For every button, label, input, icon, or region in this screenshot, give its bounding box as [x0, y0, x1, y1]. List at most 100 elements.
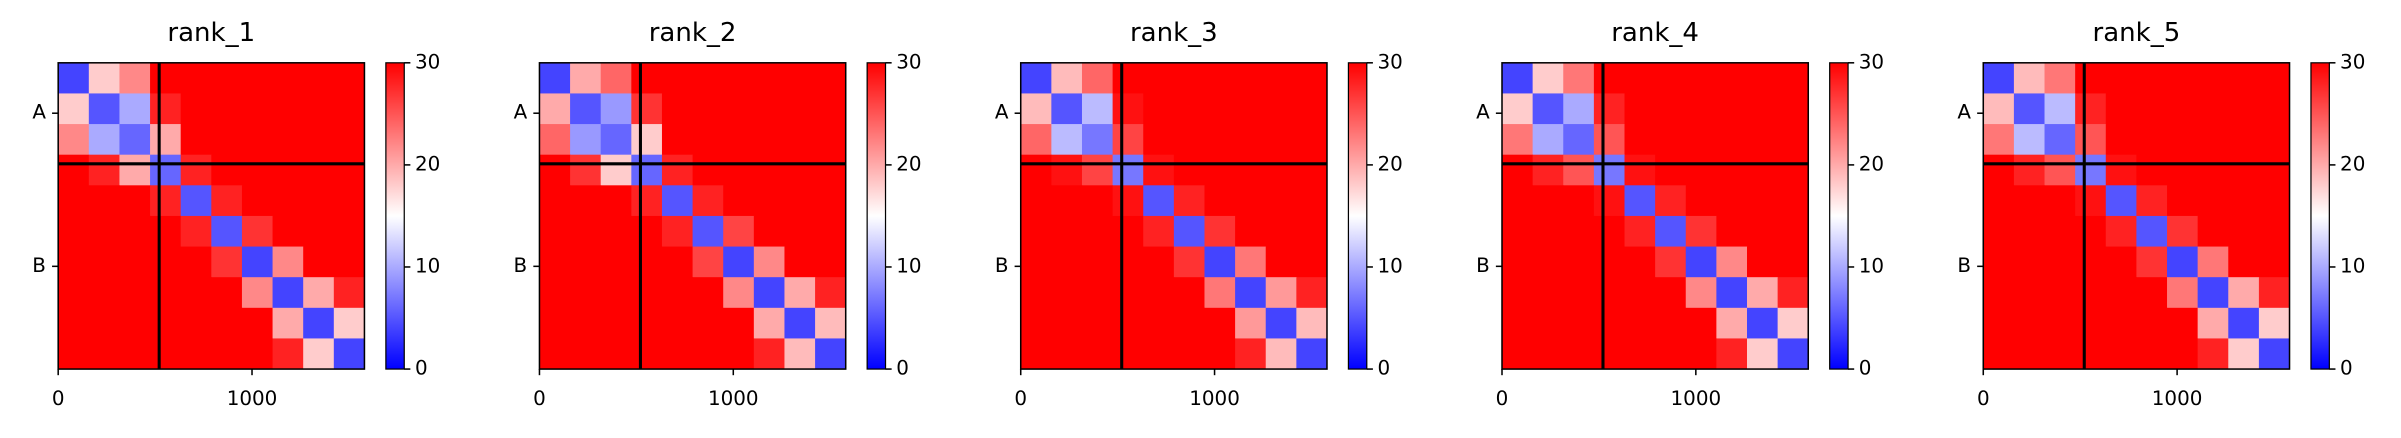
heatmap-cell	[1716, 154, 1748, 186]
heatmap-cell	[2136, 93, 2168, 125]
heatmap-cell	[1624, 62, 1656, 94]
heatmap-cell	[723, 215, 755, 248]
heatmap-cell	[2197, 277, 2229, 309]
colorbar	[2310, 62, 2330, 370]
heatmap-cell	[58, 307, 90, 339]
heatmap-cell	[2075, 62, 2107, 94]
heatmap-cell	[815, 215, 847, 248]
heatmap-cell	[631, 338, 663, 370]
heatmap-cell	[2258, 307, 2290, 339]
heatmap-cell	[1502, 307, 1534, 339]
heatmap-cell	[692, 215, 724, 248]
heatmap-cell	[1265, 154, 1297, 186]
heatmap-cell	[88, 185, 120, 217]
heatmap-cell	[1204, 154, 1236, 186]
heatmap-cell	[1051, 246, 1083, 278]
heatmap-cell	[1502, 185, 1534, 217]
heatmap-cell	[1204, 246, 1236, 278]
heatmap-cell	[2075, 154, 2107, 186]
heatmap-cell	[2075, 185, 2107, 217]
heatmap-cell	[600, 215, 632, 248]
heatmap-cell	[1143, 307, 1175, 339]
heatmap-cell	[2228, 246, 2260, 278]
x-tick-label: 1000	[708, 387, 759, 410]
heatmap-cell	[661, 93, 694, 125]
heatmap-cell	[58, 246, 90, 278]
heatmap-cell	[241, 215, 274, 248]
heatmap-cell	[2136, 338, 2168, 370]
heatmap-cell	[2136, 62, 2168, 94]
heatmap-cell	[2228, 93, 2260, 125]
heatmap-cell	[539, 246, 571, 278]
heatmap-cell	[2136, 277, 2168, 309]
colorbar-tick-label: 20	[1859, 152, 1884, 175]
heatmap-cell	[1235, 93, 1267, 125]
heatmap-cell	[1983, 277, 2015, 309]
x-tick-label: 1000	[2152, 387, 2203, 410]
heatmap-cell	[1593, 93, 1625, 125]
heatmap-cell	[1747, 93, 1779, 125]
heatmap-cell	[631, 215, 663, 248]
heatmap-cell	[272, 124, 304, 156]
heatmap-cell	[333, 93, 365, 125]
heatmap-cell	[1777, 93, 1809, 125]
heatmap-cell	[1983, 124, 2015, 156]
colorbar	[385, 62, 405, 370]
heatmap-cell	[58, 124, 90, 156]
heatmap-cell	[1173, 62, 1205, 94]
heatmap-cell	[1716, 62, 1748, 94]
colorbar-tick-label: 10	[896, 254, 921, 277]
heatmap-cell	[1051, 154, 1083, 186]
heatmap-cell	[661, 277, 694, 309]
heatmap-cell	[2228, 277, 2260, 309]
heatmap-cell	[150, 307, 182, 339]
heatmap-cell	[1716, 307, 1748, 339]
heatmap-cell	[1502, 154, 1534, 186]
heatmap-cell	[2075, 215, 2107, 248]
heatmap-cell	[1235, 62, 1267, 94]
heatmap-cell	[150, 62, 182, 94]
heatmap-cell	[1983, 215, 2015, 248]
colorbar	[1829, 62, 1849, 370]
heatmap-cell	[631, 277, 663, 309]
heatmap-cell	[539, 154, 571, 186]
heatmap-cell	[2105, 124, 2137, 156]
heatmap-cell	[1112, 277, 1144, 309]
heatmap-cell	[241, 338, 274, 370]
heatmap-cell	[272, 277, 304, 309]
heatmap-cell	[2258, 124, 2290, 156]
heatmap-cell	[2013, 154, 2045, 186]
heatmap-cell	[2013, 307, 2045, 339]
heatmap-cell	[1593, 277, 1625, 309]
heatmap-cell	[1747, 277, 1779, 309]
heatmap-cell	[570, 215, 602, 248]
heatmap-cell	[1777, 185, 1809, 217]
heatmap-cell	[2228, 154, 2260, 186]
x-tick-label: 1000	[1189, 387, 1240, 410]
heatmap-cell	[539, 338, 571, 370]
heatmap-cell	[333, 277, 365, 309]
heatmap-cell	[1593, 62, 1625, 94]
heatmap-cell	[2258, 62, 2290, 94]
heatmap-cell	[1593, 185, 1625, 217]
heatmap-cell	[631, 307, 663, 339]
heatmap-cell	[1983, 154, 2015, 186]
heatmap-cell	[2105, 185, 2137, 217]
heatmap-cell	[1051, 185, 1083, 217]
heatmap-cell	[1532, 185, 1564, 217]
heatmap-cell	[303, 62, 335, 94]
heatmap-cell	[1502, 338, 1534, 370]
heatmap-cell	[1173, 124, 1205, 156]
plot-frame	[57, 62, 366, 370]
heatmap-cell	[2136, 185, 2168, 217]
heatmap-cell	[1983, 93, 2015, 125]
heatmap-cell	[1051, 93, 1083, 125]
heatmap-cell	[2013, 124, 2045, 156]
heatmap-cell	[1112, 93, 1144, 125]
heatmap-cell	[753, 277, 785, 309]
heatmap-cell	[58, 62, 90, 94]
heatmap-cell	[2228, 307, 2260, 339]
heatmap-cell	[180, 277, 212, 309]
heatmap-cell	[272, 338, 304, 370]
heatmap-cell	[1747, 307, 1779, 339]
